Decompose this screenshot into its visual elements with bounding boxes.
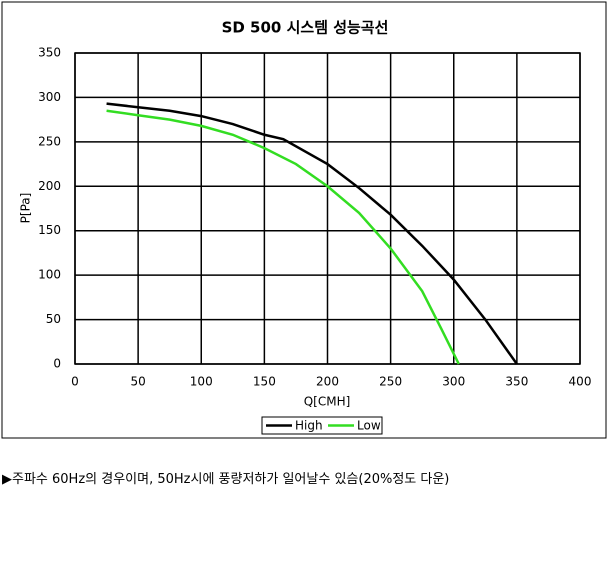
y-tick-label: 250 (38, 134, 61, 148)
x-tick-label: 300 (442, 375, 465, 389)
x-tick-label: 0 (71, 375, 79, 389)
y-tick-label: 100 (38, 268, 61, 282)
note: ▶주파수 60Hz의 경우이며, 50Hz시에 풍량저하가 일어날수 있슴(20… (2, 472, 450, 487)
x-tick-label: 200 (316, 375, 339, 389)
series-line (106, 102, 518, 365)
y-tick-label: 0 (53, 357, 61, 371)
legend-label: Low (357, 419, 381, 433)
y-tick-label: 50 (46, 312, 61, 326)
y-tick-label: 300 (38, 90, 61, 104)
chart: SD 500 시스템 성능곡선 Q[CMH] P[Pa] 0 50 100 150 20… (1, 1, 607, 439)
legend-box (261, 416, 383, 435)
y-tick-label: 350 (38, 46, 61, 60)
x-tick-label: 350 (505, 375, 528, 389)
y-axis-label: P[Pa] (19, 193, 33, 224)
x-tick-label: 250 (379, 375, 402, 389)
chart-title: SD 500 시스템 성능곡선 (222, 19, 389, 37)
y-tick-label: 150 (38, 223, 61, 237)
y-tick-label: 200 (38, 179, 61, 193)
legend-label: High (295, 419, 323, 433)
x-tick-label: 50 (130, 375, 145, 389)
x-tick-label: 100 (190, 375, 213, 389)
x-tick-label: 400 (569, 375, 592, 389)
series-line (106, 109, 460, 365)
x-axis-label: Q[CMH] (304, 395, 351, 409)
x-tick-label: 150 (253, 375, 276, 389)
